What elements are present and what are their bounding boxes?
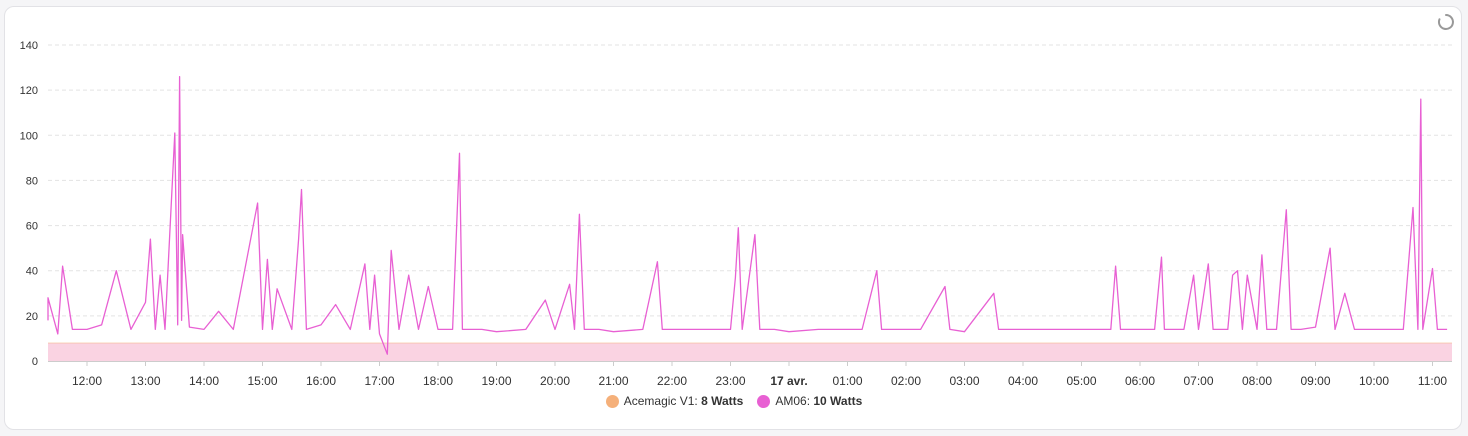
x-tick-label: 06:00 [1125, 374, 1155, 388]
legend-dot-icon [605, 394, 619, 408]
series-area-acemagic-v1 [48, 342, 1452, 361]
x-tick-label: 07:00 [1183, 374, 1213, 388]
x-tick-label: 18:00 [423, 374, 453, 388]
legend: Acemagic V1: 8 Watts AM06: 10 Watts [0, 394, 1468, 408]
x-tick-label: 17 avr. [770, 374, 807, 388]
x-tick-label: 05:00 [1066, 374, 1096, 388]
y-tick-label: 60 [26, 221, 38, 233]
x-tick-label: 13:00 [130, 374, 160, 388]
x-tick-label: 19:00 [481, 374, 511, 388]
series-line-am06 [47, 75, 1448, 355]
x-tick-label: 16:00 [306, 374, 336, 388]
x-tick-label: 09:00 [1300, 374, 1330, 388]
x-axis-ticks: 12:00 13:00 14:00 15:00 16:00 17:00 18:00 19:00… [72, 361, 1447, 388]
series-lines [47, 75, 1448, 355]
grid-lines [48, 44, 1452, 317]
y-tick-label: 100 [20, 130, 38, 142]
x-tick-label: 12:00 [72, 374, 102, 388]
x-tick-label: 17:00 [364, 374, 394, 388]
y-tick-label: 20 [26, 311, 38, 323]
legend-series-value: 10 Watts [813, 394, 863, 408]
legend-item-acemagic-v1[interactable]: Acemagic V1: 8 Watts [605, 394, 744, 408]
legend-series-name: Acemagic V1 [623, 394, 695, 408]
loading-spinner-icon[interactable] [1437, 13, 1455, 31]
x-tick-label: 11:00 [1418, 374, 1447, 388]
y-tick-label: 40 [26, 266, 38, 278]
x-tick-label: 15:00 [247, 374, 277, 388]
legend-series-value: 8 Watts [701, 394, 744, 408]
y-tick-label: 140 [20, 40, 38, 52]
x-tick-label: 22:00 [657, 374, 687, 388]
y-tick-label: 120 [20, 85, 38, 97]
x-tick-label: 01:00 [832, 374, 862, 388]
y-axis-ticks: 0 20 40 60 80 100 120 140 [20, 40, 38, 368]
x-tick-label: 02:00 [891, 374, 921, 388]
x-tick-label: 08:00 [1242, 374, 1272, 388]
baseline-fill [48, 342, 1452, 361]
x-tick-label: 20:00 [540, 374, 570, 388]
x-tick-label: 14:00 [189, 374, 219, 388]
x-tick-label: 04:00 [1008, 374, 1038, 388]
x-tick-label: 21:00 [598, 374, 628, 388]
y-tick-label: 80 [26, 175, 38, 187]
x-tick-label: 23:00 [715, 374, 745, 388]
y-tick-label: 0 [32, 356, 38, 368]
legend-dot-icon [757, 394, 771, 408]
legend-item-am06[interactable]: AM06: 10 Watts [757, 394, 862, 408]
x-tick-label: 10:00 [1359, 374, 1389, 388]
legend-series-name: AM06 [775, 394, 807, 408]
x-tick-label: 03:00 [949, 374, 979, 388]
